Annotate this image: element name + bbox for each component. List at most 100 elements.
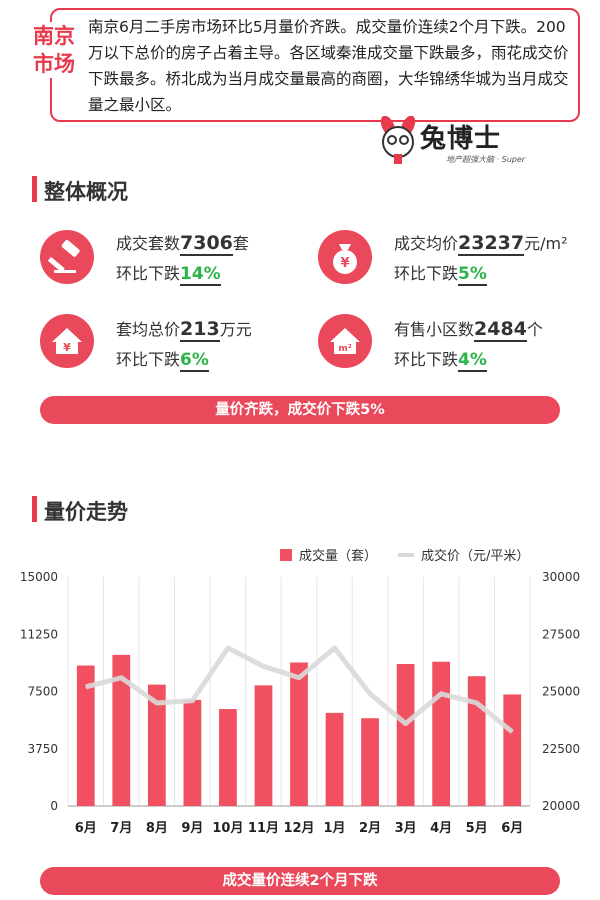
city-tag: 南京市场 bbox=[24, 22, 84, 78]
x-tick-label: 11月 bbox=[248, 821, 279, 836]
x-tick-label: 2月 bbox=[359, 821, 381, 836]
bar bbox=[432, 661, 451, 806]
line-point bbox=[85, 686, 87, 688]
logo-text: 兔博士 bbox=[420, 124, 502, 154]
stat-label: 套均总价 bbox=[116, 320, 181, 339]
legend-swatch-bar bbox=[280, 549, 292, 561]
section-marker bbox=[32, 176, 37, 202]
stat-unit: 万元 bbox=[219, 320, 252, 339]
stat-change-total-price: 环比下跌6% bbox=[116, 346, 209, 372]
bar bbox=[325, 712, 344, 806]
bar bbox=[76, 665, 95, 806]
stat-change-label: 环比下跌 bbox=[394, 264, 459, 283]
stat-unit: 元/m² bbox=[524, 234, 568, 253]
line-point bbox=[120, 677, 122, 679]
x-tick-label: 3月 bbox=[395, 821, 417, 836]
y-left-tick-label: 7500 bbox=[27, 685, 58, 699]
stat-change-value: 4% bbox=[458, 350, 487, 372]
bar bbox=[503, 694, 522, 806]
house-m2-icon: m² bbox=[330, 328, 360, 354]
line-point bbox=[334, 647, 336, 649]
stat-label: 有售小区数 bbox=[394, 320, 475, 339]
line-point bbox=[227, 647, 229, 649]
logo: 兔博士 地产超强大脑 · Super bbox=[374, 112, 564, 172]
x-tick-label: 10月 bbox=[212, 821, 243, 836]
line-point bbox=[511, 731, 513, 733]
legend-label-volume: 成交量（套） bbox=[299, 548, 377, 564]
line-point bbox=[369, 693, 371, 695]
x-tick-label: 1月 bbox=[324, 821, 346, 836]
line-point bbox=[405, 723, 407, 725]
x-tick-label: 7月 bbox=[110, 821, 132, 836]
stat-change-label: 环比下跌 bbox=[116, 264, 181, 283]
x-tick-label: 4月 bbox=[430, 821, 452, 836]
stat-line-avg-price: 成交均价23237元/m² bbox=[394, 230, 568, 256]
bar bbox=[219, 709, 237, 806]
gavel-icon bbox=[47, 239, 80, 273]
summary-text: 南京6月二手房市场环比5月量价齐跌。成交量价连续2个月下跌。200万以下总价的房… bbox=[88, 18, 569, 114]
bar bbox=[254, 685, 273, 806]
stat-change-label: 环比下跌 bbox=[116, 350, 181, 369]
stat-change-label: 环比下跌 bbox=[394, 350, 459, 369]
stat-line-communities: 有售小区数2484个 bbox=[394, 316, 543, 342]
section-marker bbox=[32, 496, 37, 522]
stat-label: 成交套数 bbox=[116, 234, 181, 253]
svg-text:¥: ¥ bbox=[340, 256, 349, 271]
stat-value: 213 bbox=[180, 318, 220, 342]
stat-change-avg-price: 环比下跌5% bbox=[394, 260, 487, 286]
house-yuan-icon: ¥ bbox=[52, 328, 82, 354]
y-left-tick-label: 11250 bbox=[20, 627, 58, 641]
stat-change-value: 6% bbox=[180, 350, 209, 372]
stat-label: 成交均价 bbox=[394, 234, 459, 253]
rabbit-mascot-icon bbox=[380, 116, 416, 164]
stat-icon-circle: m² bbox=[318, 314, 372, 368]
stat-value: 7306 bbox=[180, 232, 233, 256]
svg-text:¥: ¥ bbox=[63, 341, 71, 354]
y-left-tick-label: 15000 bbox=[20, 570, 58, 584]
y-right-tick-label: 27500 bbox=[542, 627, 580, 641]
y-right-tick-label: 22500 bbox=[542, 742, 580, 756]
line-point bbox=[191, 700, 193, 702]
stat-line-deals: 成交套数7306套 bbox=[116, 230, 249, 256]
stat-change-communities: 环比下跌4% bbox=[394, 346, 487, 372]
stat-icon-circle: ¥ bbox=[40, 314, 94, 368]
y-right-tick-label: 20000 bbox=[542, 799, 580, 813]
x-tick-label: 8月 bbox=[146, 821, 168, 836]
svg-text:m²: m² bbox=[338, 344, 351, 354]
money-bag-icon: ¥ bbox=[333, 244, 357, 274]
x-tick-label: 6月 bbox=[75, 821, 97, 836]
y-left-tick-label: 3750 bbox=[27, 742, 58, 756]
stat-value: 23237 bbox=[458, 232, 525, 256]
legend-label-price: 成交价（元/平米） bbox=[421, 548, 529, 564]
y-right-tick-label: 30000 bbox=[542, 570, 580, 584]
trend-chart: 0 3750 7500 11250 15000 20000 22500 25000 27500 3… bbox=[20, 548, 580, 836]
y-right-tick-label: 25000 bbox=[542, 685, 580, 699]
y-left-tick-label: 0 bbox=[50, 799, 58, 813]
stat-unit: 个 bbox=[526, 320, 543, 339]
stat-value: 2484 bbox=[474, 318, 527, 342]
bar bbox=[290, 662, 308, 806]
x-tick-label: 5月 bbox=[466, 821, 488, 836]
bar bbox=[183, 699, 202, 806]
x-tick-label: 9月 bbox=[181, 821, 203, 836]
bar bbox=[112, 654, 131, 806]
line-point bbox=[156, 702, 158, 704]
bar bbox=[361, 718, 379, 806]
stat-change-deals: 环比下跌14% bbox=[116, 260, 221, 286]
line-point bbox=[298, 677, 300, 679]
section-title-trend: 量价走势 bbox=[44, 500, 128, 524]
stat-unit: 套 bbox=[232, 234, 249, 253]
section-title-overview: 整体概况 bbox=[44, 180, 128, 204]
logo-slogan: 地产超强大脑 · Super bbox=[446, 155, 526, 164]
x-tick-label: 12月 bbox=[283, 821, 314, 836]
stat-change-value: 14% bbox=[180, 264, 221, 286]
stat-icon-circle: ¥ bbox=[318, 230, 372, 284]
summary-box bbox=[50, 8, 580, 122]
overview-banner: 量价齐跌，成交价下跌5% bbox=[40, 396, 560, 424]
stat-line-total-price: 套均总价213万元 bbox=[116, 316, 252, 342]
stat-icon-circle bbox=[40, 230, 94, 284]
bar bbox=[147, 684, 166, 806]
trend-banner: 成交量价连续2个月下跌 bbox=[40, 867, 560, 895]
line-point bbox=[262, 665, 264, 667]
line-point bbox=[440, 693, 442, 695]
